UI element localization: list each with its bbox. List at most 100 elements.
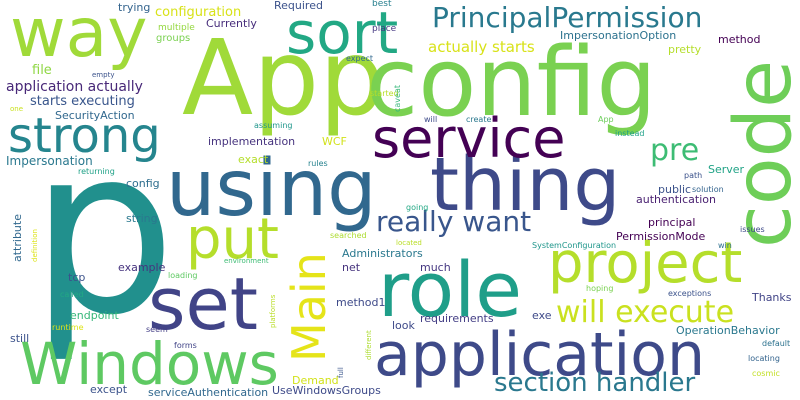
- word-section-handler: section handler: [494, 368, 696, 398]
- word-role: role: [378, 245, 522, 334]
- word-instead: instead: [615, 129, 645, 138]
- word-thanks: Thanks: [752, 291, 792, 304]
- word-groups: groups: [156, 33, 191, 44]
- word-windows: Windows: [20, 330, 279, 398]
- word-impersonation: Impersonation: [6, 154, 93, 168]
- word-loading: loading: [168, 271, 198, 280]
- word-set: set: [148, 262, 259, 346]
- word-impersonationoption: ImpersonationOption: [560, 29, 677, 42]
- word-config-small: config: [126, 177, 160, 190]
- word-issues: issues: [740, 225, 765, 234]
- word-administrators: Administrators: [342, 247, 423, 260]
- word-path: path: [684, 171, 703, 180]
- word-method: method: [718, 33, 761, 46]
- word-assuming: assuming: [254, 121, 293, 130]
- word-still: still: [10, 332, 30, 345]
- word-hoping: hoping: [586, 284, 614, 293]
- word-will-execute: will execute: [556, 295, 735, 330]
- word-pre: pre: [650, 133, 700, 168]
- word-using: using: [166, 144, 377, 234]
- word-put: put: [186, 207, 279, 272]
- word-tcp: tcp: [68, 271, 86, 284]
- word-demand: Demand: [292, 374, 339, 387]
- word-empty: empty: [92, 71, 115, 79]
- word-multiple: multiple: [158, 23, 195, 33]
- word-example: example: [118, 261, 166, 274]
- word-app: App: [182, 17, 386, 139]
- word-way: way: [10, 0, 148, 73]
- word-definition: definition: [31, 229, 39, 262]
- word-required: Required: [274, 0, 323, 12]
- word-serviceauthentication: serviceAuthentication: [148, 386, 269, 399]
- word-method1: method1: [336, 296, 386, 309]
- word-exact: exact: [238, 153, 269, 166]
- word-main: Main: [282, 252, 336, 362]
- word-win: win: [718, 241, 732, 250]
- word-app-small: App: [598, 115, 614, 124]
- word-project: project: [548, 231, 743, 296]
- word-endpoint: endpoint: [70, 309, 119, 322]
- word-net: net: [342, 261, 361, 274]
- word-best: best: [372, 0, 392, 9]
- word-rules: rules: [308, 159, 328, 168]
- word-file: file: [32, 63, 52, 78]
- word-platforms: platforms: [269, 294, 277, 328]
- word-code: code: [719, 59, 800, 248]
- word-going: going: [406, 203, 429, 212]
- word-exe: exe: [532, 309, 552, 322]
- word-config: config: [366, 28, 657, 138]
- word-cosmic: cosmic: [752, 369, 780, 378]
- word-service: service: [372, 107, 566, 170]
- word-securityaction: SecurityAction: [55, 109, 135, 122]
- word-application: application: [374, 320, 705, 390]
- word-expect: expect: [346, 54, 374, 63]
- word-returning: returning: [78, 167, 115, 176]
- word-application-actually: application actually: [6, 79, 143, 95]
- word-attribute: attribute: [11, 214, 24, 262]
- word-called: called: [60, 290, 84, 299]
- word-pretty: pretty: [668, 43, 702, 56]
- word-currently: Currently: [206, 17, 257, 30]
- word-trying: trying: [118, 1, 151, 14]
- word-except: except: [90, 383, 128, 396]
- word-look: look: [392, 319, 415, 332]
- word-located: located: [396, 239, 422, 247]
- word-principal: principal: [648, 216, 696, 229]
- word-runtime: runtime: [52, 323, 84, 332]
- word-caveat: caveat: [393, 85, 402, 112]
- word-usewindowsgroups: UseWindowsGroups: [272, 384, 381, 397]
- word-seem: seem: [146, 325, 168, 334]
- word-principalpermission: PrincipalPermission: [432, 1, 703, 34]
- word-authentication: authentication: [636, 193, 716, 206]
- word-systemconfiguration: SystemConfiguration: [532, 241, 617, 250]
- word-server: Server: [708, 163, 745, 176]
- word-solution: solution: [692, 185, 724, 194]
- word-started: started: [370, 89, 399, 98]
- word-exceptions: exceptions: [668, 289, 712, 298]
- word-p: p: [30, 99, 176, 366]
- word-one: one: [10, 105, 24, 113]
- word-much: much: [420, 261, 451, 274]
- word-permissionmode: PermissionMode: [616, 230, 706, 243]
- word-wcf: WCF: [322, 135, 347, 148]
- word-full: full: [337, 367, 345, 378]
- word-searched: searched: [330, 231, 367, 240]
- word-locating: locating: [748, 354, 780, 363]
- word-will: will: [424, 115, 438, 124]
- word-forms: forms: [174, 341, 197, 350]
- word-really-want: really want: [376, 205, 532, 238]
- word-strong: strong: [8, 108, 161, 164]
- word-actually-starts: actually starts: [428, 38, 535, 56]
- word-configuration: configuration: [155, 5, 242, 20]
- word-different: different: [365, 330, 373, 360]
- word-public: public: [658, 183, 692, 196]
- word-implementation: implementation: [208, 135, 296, 148]
- word-create: create: [466, 115, 492, 124]
- word-string: string: [126, 212, 158, 225]
- word-operationbehavior: OperationBehavior: [676, 324, 780, 337]
- word-sort: sort: [286, 0, 399, 67]
- word-requirements: requirements: [420, 312, 494, 325]
- word-default: default: [762, 339, 791, 348]
- word-place: place: [372, 24, 397, 34]
